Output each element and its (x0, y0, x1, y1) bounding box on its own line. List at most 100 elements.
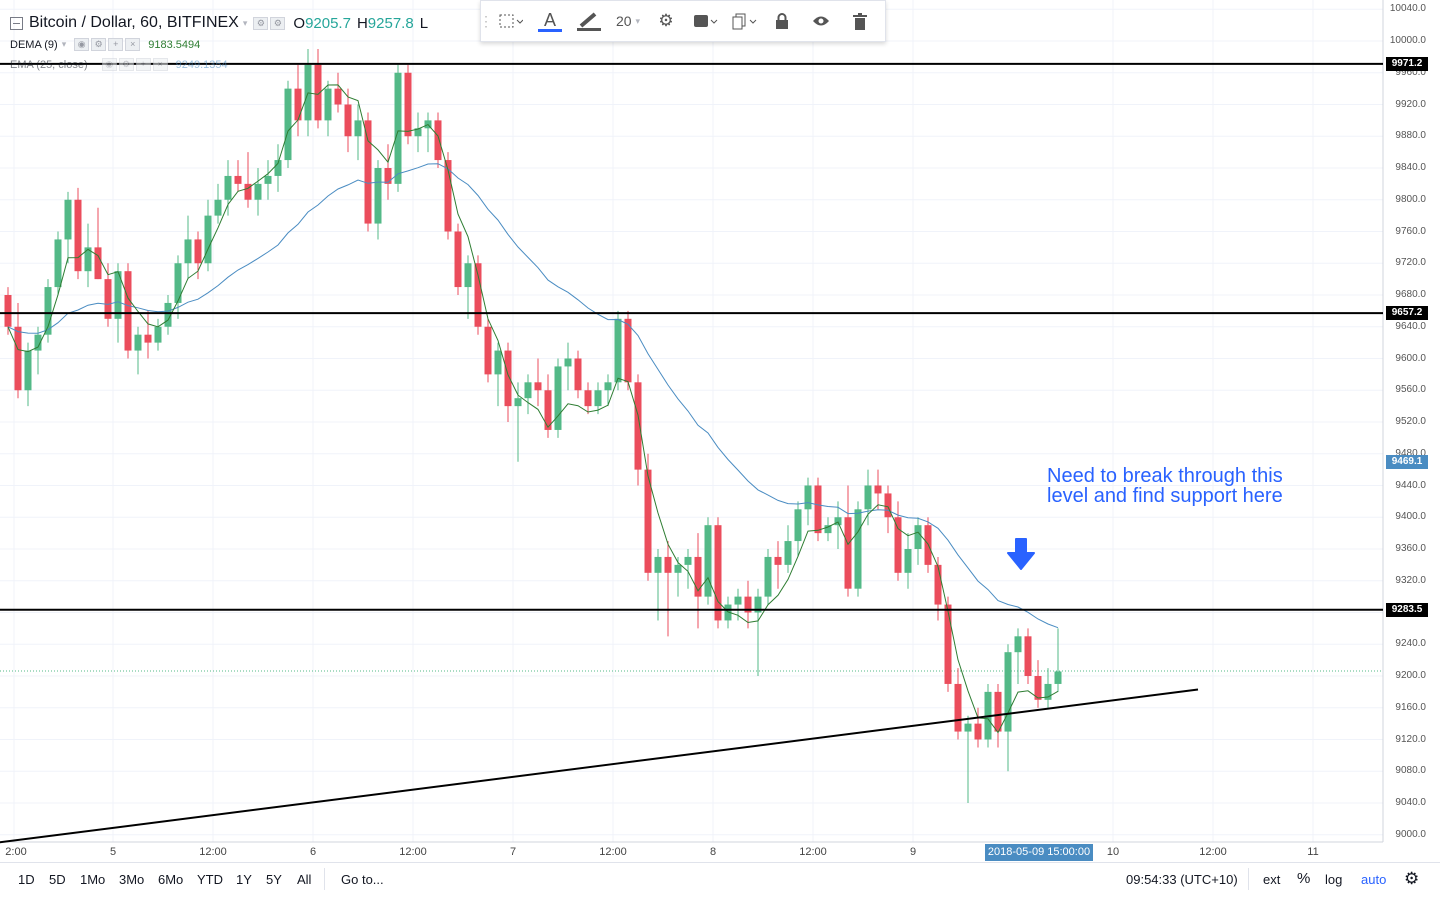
log-scale-toggle[interactable]: log (1325, 872, 1343, 887)
candle-body (234, 175, 242, 184)
candle (324, 80, 332, 137)
settings-icon[interactable]: ⚙ (118, 58, 134, 71)
candle-body (244, 183, 252, 200)
time-tick-label: 12:00 (1199, 846, 1227, 858)
range-3mo-button[interactable]: 3Mo (119, 872, 145, 887)
indicator-name[interactable]: EMA (25, close) (10, 58, 88, 71)
lock-icon[interactable] (763, 1, 801, 41)
text-color-icon[interactable]: A (531, 1, 569, 41)
delete-icon[interactable] (841, 1, 879, 41)
candle (174, 255, 182, 319)
price-tick-label: 9800.0 (1395, 193, 1426, 205)
visibility-icon[interactable]: ◉ (74, 38, 90, 51)
range-6mo-button[interactable]: 6Mo (158, 872, 184, 887)
settings-icon[interactable]: ⚙ (658, 11, 674, 30)
settings-icon[interactable]: ⚙ (253, 16, 269, 30)
extended-hours-toggle[interactable]: ext (1263, 872, 1281, 887)
range-ytd-button[interactable]: YTD (197, 872, 223, 887)
candle (344, 88, 352, 153)
time-tick-label: 12:00 (399, 846, 427, 858)
candle-body (964, 723, 972, 732)
indicator-legend-dema: DEMA (9) ▾ ◉ ⚙ + × 9183.5494 (10, 38, 200, 51)
candle-body (654, 556, 662, 573)
clone-icon[interactable] (725, 1, 763, 41)
candle-body (124, 271, 132, 351)
select-box-icon[interactable] (491, 1, 531, 41)
price-level-tag: 9657.2 (1386, 306, 1428, 321)
candle (214, 183, 222, 224)
candle-body (994, 691, 1002, 732)
symbol-title[interactable]: Bitcoin / Dollar, 60, BITFINEX (29, 14, 239, 31)
visibility-icon[interactable] (801, 1, 841, 41)
clock[interactable]: 09:54:33 (UTC+10) (1126, 872, 1238, 887)
settings-icon[interactable]: ⚙ (1404, 869, 1420, 888)
indicator-legend-ema: EMA (25, close) ◉ ⚙ + × 9249.1354 (10, 58, 228, 71)
chevron-down-icon[interactable]: ▾ (61, 39, 67, 49)
candle (24, 342, 32, 407)
close-icon[interactable]: × (152, 58, 168, 71)
auto-scale-toggle[interactable]: auto (1361, 872, 1387, 887)
candle (104, 263, 112, 327)
candle (144, 310, 152, 359)
candle-body (894, 517, 902, 573)
fill-icon[interactable] (685, 1, 725, 41)
range-5y-button[interactable]: 5Y (266, 872, 282, 887)
price-level-tag: 9469.1 (1386, 455, 1428, 470)
indicator-name[interactable]: DEMA (9) (10, 38, 58, 51)
low-label: L (419, 14, 429, 32)
line-width-select[interactable]: 20 ▾ (615, 13, 641, 29)
candle-body (724, 604, 732, 621)
range-1y-button[interactable]: 1Y (236, 872, 252, 887)
more-icon[interactable]: + (108, 38, 124, 51)
candle (684, 549, 692, 589)
time-tick-label: 6 (309, 846, 317, 858)
range-5d-button[interactable]: 5D (49, 872, 66, 887)
chevron-down-icon[interactable]: ▾ (242, 17, 248, 28)
candle-body (884, 493, 892, 518)
line-width-value: 20 (615, 13, 632, 29)
visibility-icon[interactable]: ◉ (101, 58, 117, 71)
range-1d-button[interactable]: 1D (18, 872, 35, 887)
settings-icon[interactable]: ⚙ (91, 38, 107, 51)
candle-body (774, 556, 782, 565)
crosshair-time-label: 2018-05-09 15:00:00 (985, 844, 1093, 861)
candle (314, 48, 322, 129)
candle-body (974, 723, 982, 740)
candle-body (344, 104, 352, 137)
settings-icon[interactable]: ⚙ (270, 16, 286, 30)
support-trendline[interactable] (0, 688, 1199, 874)
candle (84, 223, 92, 288)
range-all-button[interactable]: All (297, 872, 312, 887)
candle-body (404, 72, 412, 137)
horizontal-levels[interactable] (0, 62, 1383, 611)
price-tick-label: 9720.0 (1395, 257, 1426, 269)
candle (254, 168, 262, 216)
candle-body (554, 366, 562, 430)
goto-date-button[interactable]: Go to... (341, 872, 384, 887)
candle-body (934, 564, 942, 605)
more-icon[interactable]: + (135, 58, 151, 71)
candle-body (804, 485, 812, 510)
line-color-icon[interactable] (569, 1, 609, 41)
candle (654, 549, 662, 621)
candle-body (1024, 636, 1032, 676)
open-label: O (293, 14, 306, 32)
time-tick-label: 9 (909, 846, 917, 858)
drag-handle-icon[interactable] (481, 1, 491, 41)
candle-body (364, 120, 372, 224)
candle (54, 231, 62, 295)
price-tick-label: 9160.0 (1395, 701, 1426, 713)
collapse-icon[interactable] (10, 16, 23, 30)
range-1mo-button[interactable]: 1Mo (80, 872, 106, 887)
candle-body (484, 326, 492, 375)
close-icon[interactable]: × (125, 38, 141, 51)
candle (74, 187, 82, 280)
candle-body (354, 120, 362, 137)
percent-scale-toggle[interactable]: % (1297, 870, 1311, 887)
price-tick-label: 9520.0 (1395, 416, 1426, 427)
candle-body (334, 88, 342, 105)
candle (954, 668, 962, 740)
candle-body (604, 382, 612, 391)
chart-annotation-text[interactable]: Need to break through this level and fin… (1047, 466, 1283, 506)
